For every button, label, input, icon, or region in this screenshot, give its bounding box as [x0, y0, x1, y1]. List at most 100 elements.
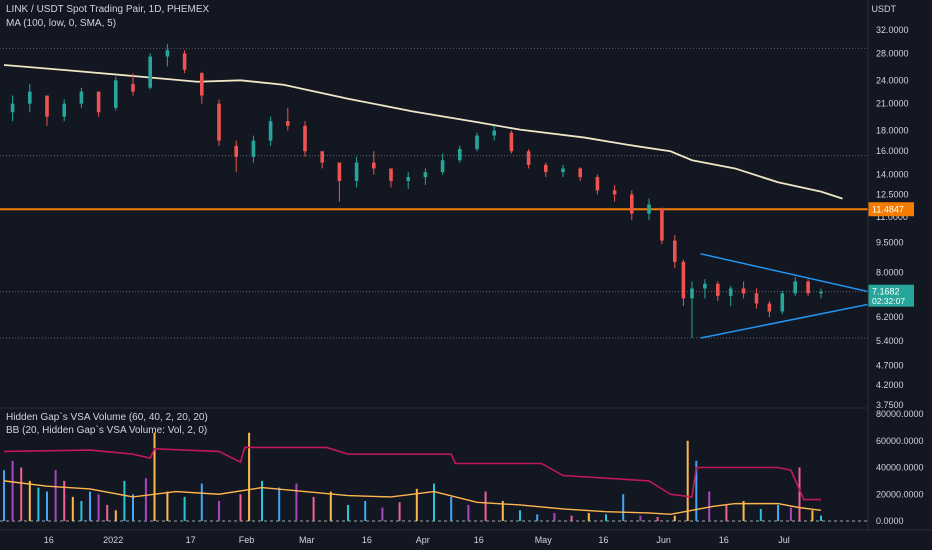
candle-body-29 — [509, 132, 514, 152]
candle-body-39 — [673, 240, 677, 262]
volume-bar-30 — [364, 500, 367, 521]
time-tick-label-5: 16 — [362, 535, 372, 545]
volume-bar-41 — [553, 512, 556, 521]
volume-tick-label-0: 80000.0000 — [876, 409, 924, 419]
candle-body-44 — [728, 288, 733, 296]
bb-upper-line — [3, 446, 821, 501]
volume-bar-48 — [673, 515, 676, 521]
volume-bar-37 — [484, 491, 487, 521]
candle-body-17 — [303, 125, 307, 152]
candle-body-11 — [200, 73, 204, 96]
vsa-volume-legend[interactable]: Hidden Gap`s VSA Volume (60, 40, 2, 20, … — [6, 412, 208, 423]
volume-bar-43 — [587, 512, 590, 521]
candle-body-51 — [819, 291, 823, 294]
volume-bar-8 — [71, 496, 74, 521]
candle-body-1 — [28, 91, 32, 104]
volume-bar-50 — [695, 460, 698, 521]
volume-bar-49 — [686, 440, 689, 521]
candle-body-30 — [526, 151, 531, 165]
candle-body-16 — [286, 121, 290, 126]
time-tick-label-8: May — [535, 535, 553, 545]
volume-bar-9 — [80, 500, 83, 521]
volume-bar-10 — [89, 491, 91, 521]
volume-bar-4 — [37, 487, 40, 521]
volume-bar-53 — [742, 500, 745, 521]
candle-body-35 — [612, 190, 617, 195]
volume-bar-54 — [759, 508, 762, 521]
volume-bar-45 — [622, 494, 625, 521]
volume-bar-23 — [248, 432, 251, 521]
time-tick-label-6: Apr — [416, 535, 430, 545]
price-tick-label-7: 12.5000 — [876, 189, 909, 199]
volume-bar-26 — [295, 483, 298, 521]
candle-body-46 — [754, 293, 759, 304]
price-tick-label-14: 4.7000 — [876, 361, 904, 371]
price-tick-label-15: 4.2000 — [876, 380, 904, 390]
volume-bar-20 — [200, 483, 203, 521]
candle-body-24 — [423, 172, 428, 178]
candle-body-33 — [578, 168, 582, 178]
volume-bar-28 — [329, 491, 332, 521]
candle-body-6 — [114, 80, 118, 108]
volume-bar-11 — [97, 494, 100, 521]
time-tick-label-1: 2022 — [103, 535, 123, 545]
volume-tick-label-3: 20000.0000 — [876, 489, 924, 499]
candle-body-12 — [217, 103, 221, 141]
volume-bar-55 — [777, 504, 779, 521]
candle-body-38 — [660, 208, 664, 241]
candle-body-34 — [595, 177, 600, 191]
bb-legend[interactable]: BB (20, Hidden Gap`s VSA Volume: Vol, 2,… — [6, 425, 208, 436]
bar-countdown-label: 02:32:07 — [872, 296, 905, 306]
volume-bar-12 — [106, 504, 109, 521]
volume-bar-42 — [570, 515, 573, 521]
support-price-tag — [868, 202, 914, 217]
candle-body-43 — [716, 283, 720, 296]
candle-body-49 — [793, 281, 797, 294]
candle-body-14 — [251, 140, 256, 157]
time-tick-label-4: Mar — [299, 535, 315, 545]
volume-tick-label-4: 0.0000 — [876, 516, 904, 526]
candle-body-26 — [458, 149, 462, 161]
volume-bar-59 — [820, 515, 822, 521]
support-price-label: 11.4847 — [872, 205, 904, 215]
price-tick-label-1: 28.0000 — [876, 48, 909, 58]
price-tick-label-8: 11.0000 — [876, 212, 908, 222]
candle-body-0 — [10, 103, 15, 113]
price-tick-label-12: 6.2000 — [876, 312, 904, 322]
time-tick-label-2: 17 — [186, 535, 196, 545]
volume-bar-6 — [54, 470, 57, 521]
candle-body-36 — [630, 194, 634, 214]
price-tick-label-10: 8.0000 — [876, 267, 904, 277]
candle-body-41 — [690, 288, 694, 299]
candle-body-2 — [45, 95, 49, 117]
candle-body-7 — [131, 84, 135, 92]
currency-label: USDT — [871, 4, 897, 14]
price-tick-label-0: 32.0000 — [876, 25, 909, 35]
volume-bar-39 — [519, 510, 521, 521]
volume-bar-34 — [433, 483, 435, 521]
candle-body-20 — [354, 162, 359, 181]
candle-body-27 — [475, 135, 479, 150]
candle-body-45 — [741, 288, 746, 294]
volume-tick-label-2: 40000.0000 — [876, 463, 924, 473]
volume-bar-33 — [415, 488, 418, 521]
candle-body-47 — [767, 303, 772, 312]
candle-body-5 — [96, 91, 101, 113]
volume-bar-13 — [114, 510, 117, 521]
candle-body-48 — [780, 293, 785, 312]
volume-bar-21 — [218, 500, 220, 521]
volume-bar-25 — [278, 487, 281, 521]
volume-bar-3 — [28, 480, 31, 521]
candle-body-10 — [182, 53, 187, 70]
volume-tick-label-1: 60000.0000 — [876, 436, 924, 446]
candle-body-8 — [148, 56, 152, 88]
symbol-legend[interactable]: LINK / USDT Spot Trading Pair, 1D, PHEME… — [6, 4, 210, 15]
bb-basis-line — [3, 480, 822, 516]
time-tick-label-9: 16 — [598, 535, 608, 545]
volume-bar-51 — [708, 491, 711, 521]
last-price-label: 7.1682 — [872, 287, 900, 297]
volume-bar-15 — [132, 494, 134, 521]
volume-bar-46 — [639, 515, 642, 521]
ma-legend[interactable]: MA (100, low, 0, SMA, 5) — [6, 18, 117, 29]
